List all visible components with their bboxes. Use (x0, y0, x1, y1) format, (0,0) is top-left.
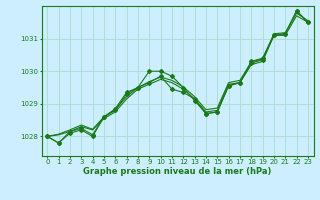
X-axis label: Graphe pression niveau de la mer (hPa): Graphe pression niveau de la mer (hPa) (84, 167, 272, 176)
